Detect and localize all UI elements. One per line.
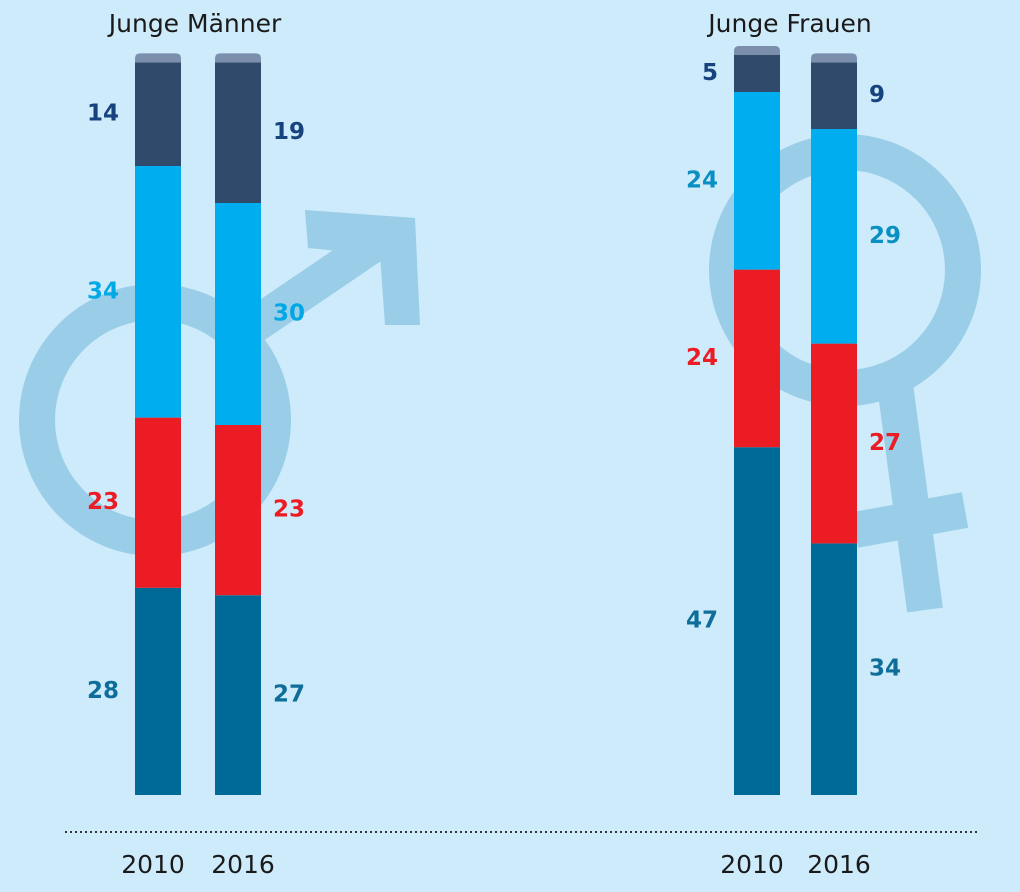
value-label: 9 bbox=[869, 82, 885, 108]
bar-segment bbox=[135, 587, 181, 795]
value-label: 34 bbox=[87, 278, 119, 304]
value-label: 14 bbox=[87, 101, 119, 127]
male-arrow bbox=[305, 210, 420, 325]
value-label: 27 bbox=[869, 430, 901, 456]
bar-segment bbox=[135, 166, 181, 418]
x-tick-label: 2016 bbox=[807, 850, 871, 879]
bar-cap bbox=[734, 46, 780, 55]
bar-segment bbox=[215, 425, 261, 596]
bar-segment bbox=[811, 543, 857, 795]
value-label: 29 bbox=[869, 223, 901, 249]
x-tick-label: 2010 bbox=[720, 850, 784, 879]
bar-cap bbox=[215, 53, 261, 63]
bar-segment bbox=[811, 343, 857, 544]
bar-cap bbox=[135, 53, 181, 63]
bar-segment bbox=[215, 595, 261, 795]
panel-title: Junge Männer bbox=[107, 9, 282, 38]
x-tick-label: 2010 bbox=[121, 850, 185, 879]
bar-segment bbox=[734, 269, 780, 448]
bar-segment bbox=[215, 203, 261, 425]
value-label: 19 bbox=[273, 119, 305, 145]
bar-segment bbox=[734, 92, 780, 270]
value-label: 30 bbox=[273, 301, 305, 327]
bar-segment bbox=[135, 62, 181, 166]
value-label: 23 bbox=[273, 497, 305, 523]
bar-segment bbox=[811, 129, 857, 344]
bar-segment bbox=[215, 62, 261, 204]
bar-segment bbox=[734, 55, 780, 92]
value-label: 27 bbox=[273, 682, 305, 708]
bar-segment bbox=[811, 62, 857, 129]
value-label: 28 bbox=[87, 678, 119, 704]
x-tick-label: 2016 bbox=[211, 850, 275, 879]
value-label: 24 bbox=[686, 167, 718, 193]
bar-cap bbox=[811, 53, 857, 63]
value-label: 47 bbox=[686, 608, 718, 634]
value-label: 34 bbox=[869, 656, 901, 682]
bar-segment bbox=[734, 447, 780, 795]
value-label: 5 bbox=[702, 60, 718, 86]
value-label: 23 bbox=[87, 489, 119, 515]
panel-title: Junge Frauen bbox=[706, 9, 872, 38]
bar-segment bbox=[135, 417, 181, 588]
value-label: 24 bbox=[686, 345, 718, 371]
